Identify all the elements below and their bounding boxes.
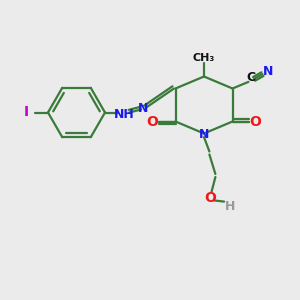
Text: I: I xyxy=(24,106,29,119)
Text: C: C xyxy=(247,70,256,84)
Text: CH₃: CH₃ xyxy=(193,52,215,63)
Text: O: O xyxy=(146,115,158,128)
Text: N: N xyxy=(262,64,273,78)
Text: O: O xyxy=(204,191,216,205)
Text: NH: NH xyxy=(113,108,134,122)
Text: N: N xyxy=(199,128,209,141)
Text: H: H xyxy=(225,200,235,213)
Text: O: O xyxy=(250,115,262,128)
Text: N: N xyxy=(138,101,148,115)
